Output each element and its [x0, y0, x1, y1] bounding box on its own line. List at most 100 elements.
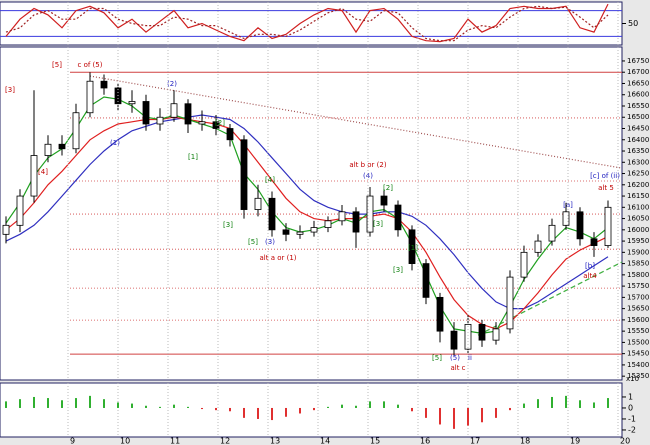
candle-body	[254, 197, 262, 210]
wave-label: ii	[468, 354, 472, 362]
wave-label: [5]	[432, 354, 442, 362]
candle-body	[44, 143, 52, 156]
wave-label: [c] of (ii)	[590, 172, 620, 180]
wave-label: [2]	[383, 184, 393, 192]
y-tick-label: 16150	[627, 192, 649, 200]
y-tick-label: 15600	[627, 316, 649, 324]
y-tick-label: 16050	[627, 215, 649, 223]
bar	[411, 407, 413, 412]
wave-label: (2)	[167, 80, 177, 88]
y-tick-label: 16350	[627, 147, 649, 155]
candle-body	[450, 330, 458, 350]
wave-label: [3]	[5, 86, 15, 94]
candle-body	[464, 323, 472, 350]
candle-body	[590, 238, 598, 246]
bar	[551, 396, 553, 408]
wave-label: [4]	[265, 176, 275, 184]
y-tick-label: 16000	[627, 226, 649, 234]
price-panel	[0, 46, 623, 381]
candle-body	[198, 121, 206, 125]
y-tick-label: 15850	[627, 260, 649, 268]
x-tick-label: 17	[470, 437, 480, 445]
bar	[355, 405, 357, 408]
bar	[593, 402, 595, 408]
candle-body	[226, 128, 234, 141]
y-tick-label: 15700	[627, 293, 649, 301]
y-tick-label: 16700	[627, 68, 649, 76]
candle-body	[534, 240, 542, 253]
bar	[397, 404, 399, 408]
candle-body	[366, 195, 374, 233]
bar	[369, 401, 371, 408]
y-tick-label: 16550	[627, 102, 649, 110]
bar	[313, 407, 315, 411]
y-tick-label: 16450	[627, 125, 649, 133]
wave-label: [b]	[585, 262, 595, 270]
wave-label: (3)	[265, 238, 275, 246]
candle-body	[2, 224, 10, 235]
candle-body	[352, 211, 360, 233]
x-tick-label: 12	[220, 437, 230, 445]
candle-body	[86, 80, 94, 114]
bar	[243, 407, 245, 418]
x-tick-label: 15	[370, 437, 380, 445]
bar	[327, 406, 329, 408]
y-tick-label: 15450	[627, 350, 649, 358]
y-tick-label: 16400	[627, 136, 649, 144]
bar	[131, 403, 133, 408]
candle-body	[492, 328, 500, 341]
candle-body	[562, 211, 570, 226]
bar	[537, 399, 539, 408]
wave-label: alt4	[583, 272, 597, 280]
bar	[285, 407, 287, 417]
bar	[495, 407, 497, 418]
wave-label: [2]	[215, 119, 225, 127]
candle-body	[142, 101, 150, 125]
bar	[439, 407, 441, 425]
series-line	[5, 3, 609, 43]
candle-body	[156, 116, 164, 125]
y-tick-label: 15900	[627, 248, 649, 256]
y-tick-label: 50	[628, 19, 638, 28]
y-tick-label: 15950	[627, 237, 649, 245]
y-tick-label: -1	[628, 414, 636, 423]
y-tick-label: 16750	[627, 57, 649, 65]
bar	[117, 402, 119, 408]
wave-label: alt c	[450, 364, 465, 372]
bar	[201, 407, 203, 410]
x-tick-label: 9	[70, 437, 75, 445]
wave-label: [3]	[373, 220, 383, 228]
scale-label: x10	[626, 375, 639, 383]
bar	[215, 407, 217, 411]
bar	[565, 395, 567, 408]
bar	[257, 407, 259, 419]
candle-body	[72, 112, 80, 150]
y-tick-label: 1	[628, 392, 633, 401]
bar	[75, 398, 77, 408]
bar	[19, 399, 21, 408]
candle-body	[408, 229, 416, 264]
oscillator-panel	[0, 382, 623, 438]
bar	[47, 398, 49, 408]
candle-body	[16, 195, 24, 226]
bar	[271, 407, 273, 421]
candle-body	[380, 195, 388, 206]
bar	[159, 406, 161, 408]
wave-label: c of (5)	[78, 61, 103, 69]
y-tick-label: 15500	[627, 338, 649, 346]
x-tick-label: 19	[570, 437, 580, 445]
candle-body	[30, 155, 38, 197]
wave-label: [5]	[248, 238, 258, 246]
y-tick-label: 16300	[627, 158, 649, 166]
candle-body	[58, 143, 66, 150]
x-tick-label: 20	[620, 437, 630, 445]
x-tick-label: 13	[270, 437, 280, 445]
candle-body	[604, 206, 612, 246]
wave-label: [3]	[393, 266, 403, 274]
wave-label: (5)	[450, 354, 460, 362]
series-line	[5, 5, 609, 42]
x-tick-label: 18	[520, 437, 530, 445]
candle-body	[478, 323, 486, 341]
candle-body	[310, 227, 318, 233]
